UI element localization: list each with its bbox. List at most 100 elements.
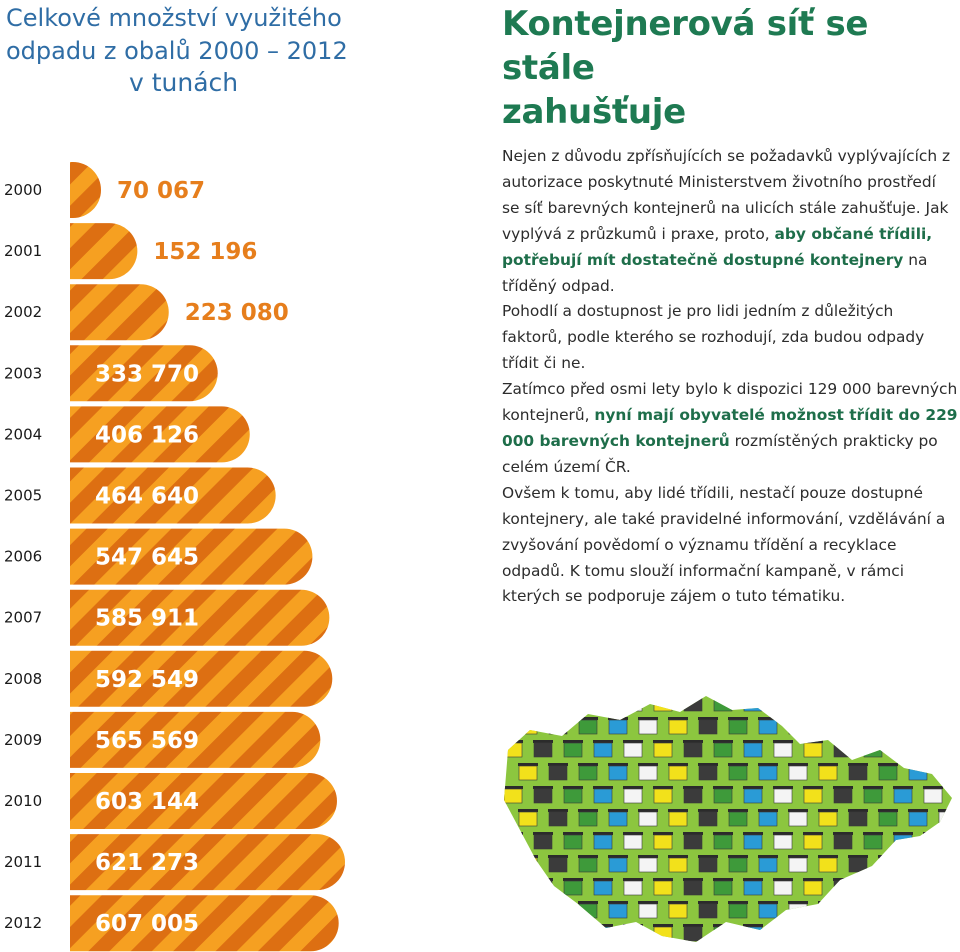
container-icon: [938, 855, 952, 873]
container-icon: [683, 740, 703, 758]
container-icon: [743, 924, 763, 942]
container-icon: [758, 763, 778, 781]
container-icon: [504, 696, 523, 712]
container-icon: [593, 832, 613, 850]
container-icon: [698, 855, 718, 873]
bar-2004: [70, 406, 250, 463]
container-icon: [908, 855, 928, 873]
container-icon: [728, 809, 748, 827]
container-icon: [833, 924, 853, 942]
value-label: 603 144: [95, 789, 199, 815]
bar-chart: 2000 70 067 2001 152 196 2002 223 080 2003 333 …: [4, 162, 346, 952]
container-icon: [608, 763, 628, 781]
container-icon: [548, 809, 568, 827]
year-label: 2003: [4, 364, 42, 382]
container-icon: [803, 696, 823, 712]
container-icon: [593, 740, 613, 758]
container-icon: [563, 832, 583, 850]
container-icon: [668, 717, 688, 735]
container-icon: [638, 809, 658, 827]
container-icon: [863, 786, 883, 804]
container-icon: [938, 763, 952, 781]
container-icon: [938, 901, 952, 919]
container-icon: [518, 901, 538, 919]
value-label: 621 273: [95, 850, 199, 876]
container-icon: [548, 947, 568, 952]
container-icon: [698, 947, 718, 952]
container-icon: [758, 901, 778, 919]
container-icon: [833, 878, 853, 896]
container-icon: [623, 786, 643, 804]
value-label: 152 196: [153, 239, 257, 265]
container-icon: [848, 901, 868, 919]
container-icon: [833, 832, 853, 850]
container-icon: [593, 924, 613, 942]
container-icon: [743, 878, 763, 896]
container-icon: [773, 924, 793, 942]
bar-2009: [70, 711, 321, 768]
container-icon: [818, 717, 838, 735]
year-label: 2011: [4, 853, 42, 871]
article: Kontejnerová síť se stále zahušťuje Neje…: [502, 2, 958, 610]
year-label: 2009: [4, 731, 42, 749]
container-icon: [893, 878, 913, 896]
container-icon: [698, 809, 718, 827]
container-icon: [773, 740, 793, 758]
chart-title: Celkové množství využitého odpadu z obal…: [6, 2, 386, 98]
container-icon: [773, 786, 793, 804]
value-label: 333 770: [95, 361, 199, 387]
container-icon: [593, 878, 613, 896]
container-icon: [803, 924, 823, 942]
container-icon: [518, 855, 538, 873]
container-icon: [818, 901, 838, 919]
container-icon: [908, 901, 928, 919]
container-icon: [893, 924, 913, 942]
container-icon: [728, 855, 748, 873]
container-icon: [638, 763, 658, 781]
container-icon: [863, 832, 883, 850]
container-icon: [518, 809, 538, 827]
chart-unit-label: v tunách: [129, 68, 239, 97]
container-icon: [563, 696, 583, 712]
container-icon: [593, 696, 613, 712]
container-icon: [953, 832, 958, 849]
container-icon: [593, 786, 613, 804]
container-icon: [848, 717, 868, 735]
container-icon: [863, 696, 883, 712]
container-icon: [578, 763, 598, 781]
container-icon: [728, 947, 748, 952]
container-icon: [863, 878, 883, 896]
container-icon: [938, 717, 952, 735]
container-icon: [638, 901, 658, 919]
container-icon: [788, 901, 808, 919]
container-icon: [728, 763, 748, 781]
year-label: 2008: [4, 670, 42, 688]
container-icon: [758, 947, 778, 952]
container-icon: [518, 717, 538, 735]
container-icon: [803, 832, 823, 850]
container-icon: [728, 717, 748, 735]
article-paragraph-4: Ovšem k tomu, aby lidé třídili, nestačí …: [502, 483, 946, 606]
value-label: 565 569: [95, 728, 199, 754]
year-label: 2006: [4, 548, 42, 566]
chart-title-line2: odpadu z obalů 2000 – 2012: [6, 37, 348, 65]
container-icon: [788, 717, 808, 735]
container-icon: [818, 763, 838, 781]
year-label: 2010: [4, 792, 42, 810]
container-icon: [878, 717, 898, 735]
container-icon: [773, 696, 793, 712]
article-paragraph-1: Nejen z důvodu zpřísňujících se požadavk…: [502, 144, 958, 299]
chart-title-line1: Celkové množství využitého: [6, 4, 342, 32]
container-icon: [638, 717, 658, 735]
container-icon: [548, 717, 568, 735]
container-icon: [788, 855, 808, 873]
container-icon: [818, 947, 838, 952]
bar-2005: [70, 467, 276, 524]
container-icon: [608, 717, 628, 735]
bar-2002: [70, 284, 169, 341]
container-icon: [758, 717, 778, 735]
container-icon: [548, 855, 568, 873]
container-icon: [713, 924, 733, 942]
container-icon: [713, 878, 733, 896]
container-icon: [893, 786, 913, 804]
